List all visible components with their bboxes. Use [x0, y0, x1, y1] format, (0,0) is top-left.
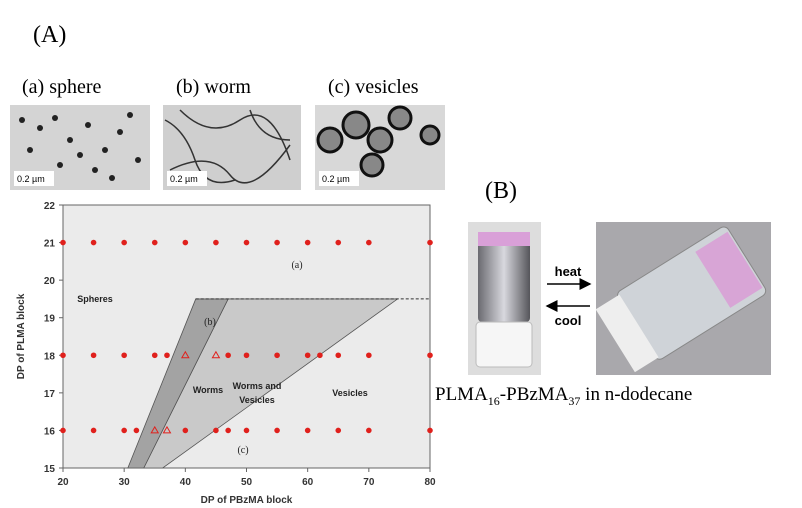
scale-bar: 0.2 µm	[17, 174, 45, 184]
data-point	[182, 239, 189, 246]
data-point	[366, 427, 372, 434]
scale-bar: 0.2 µm	[322, 174, 350, 184]
caption-part: -PBzMA	[500, 384, 569, 405]
y-tick-label: 15	[44, 464, 56, 475]
data-point	[366, 352, 372, 359]
data-point	[211, 350, 221, 359]
data-point	[274, 352, 280, 359]
y-tick-label: 19	[44, 314, 56, 325]
y-axis-label: DP of PLMA block	[16, 293, 27, 379]
data-point	[427, 427, 433, 434]
panel-label: (B)	[485, 178, 517, 204]
data-point	[213, 427, 219, 434]
data-point	[182, 427, 189, 434]
vial-photo	[595, 222, 771, 375]
y-tick-label: 18	[44, 351, 56, 362]
data-point	[304, 239, 311, 246]
phase-diagram: 20 30 40 50 60 70 80 15 16 17 18 19 20 21 22 DP of PBzM…	[16, 201, 436, 506]
panel-label: (A)	[33, 22, 66, 48]
tem-image	[163, 65, 301, 190]
y-tick-label: 17	[44, 389, 56, 400]
data-point	[121, 352, 127, 359]
data-point	[335, 427, 342, 434]
annotation: Worms and	[233, 381, 282, 391]
annotation: (b)	[204, 317, 216, 328]
data-point	[150, 425, 160, 434]
y-tick-label: 20	[44, 276, 56, 287]
arrow-label: heat	[555, 264, 582, 279]
annotation: (a)	[291, 260, 302, 271]
data-point	[274, 427, 280, 434]
data-point	[335, 239, 342, 246]
data-point	[213, 239, 219, 246]
data-point	[60, 239, 66, 246]
data-point	[180, 350, 190, 359]
data-point	[243, 352, 250, 359]
vial-photo	[468, 222, 541, 375]
data-point	[317, 352, 323, 359]
scale-bar: 0.2 µm	[170, 174, 198, 184]
arrow-label: cool	[555, 313, 582, 328]
data-point	[162, 425, 172, 434]
data-point	[304, 352, 311, 359]
annotation: Spheres	[77, 294, 113, 304]
data-point	[427, 239, 433, 246]
annotation: Worms	[193, 385, 223, 395]
x-tick-label: 60	[302, 477, 314, 488]
data-point	[164, 352, 170, 359]
caption-part: 16	[488, 394, 500, 408]
x-tick-label: 20	[57, 477, 69, 488]
data-point	[151, 352, 158, 359]
data-point	[366, 239, 372, 246]
data-point	[133, 427, 140, 434]
x-tick-label: 80	[424, 477, 436, 488]
data-point	[427, 352, 433, 359]
data-point	[151, 239, 158, 246]
annotation: (c)	[237, 445, 248, 456]
caption-part: 37	[568, 394, 580, 408]
caption-part: PLMA	[435, 384, 488, 405]
caption: PLMA16-PBzMA37 in n-dodecane	[435, 384, 692, 408]
caption-part: in n-dodecane	[580, 384, 692, 405]
data-point	[225, 352, 231, 359]
data-point	[225, 427, 231, 434]
data-point	[60, 427, 66, 434]
data-point	[243, 427, 250, 434]
image-label: (a) sphere	[22, 76, 102, 98]
tem-image	[10, 65, 150, 190]
x-tick-label: 50	[241, 477, 253, 488]
x-tick-label: 40	[180, 477, 192, 488]
image-label: (b) worm	[176, 76, 251, 98]
annotation: Vesicles	[332, 388, 368, 398]
data-point	[60, 352, 66, 359]
x-tick-label: 30	[119, 477, 131, 488]
data-point	[304, 427, 311, 434]
image-label: (c) vesicles	[328, 76, 419, 98]
x-tick-label: 70	[363, 477, 375, 488]
data-point	[121, 239, 127, 246]
y-tick-label: 21	[44, 239, 56, 250]
y-tick-label: 16	[44, 426, 56, 437]
data-point	[90, 352, 97, 359]
y-tick-label: 22	[44, 201, 56, 212]
tem-image	[315, 65, 445, 190]
annotation: Vesicles	[239, 395, 275, 405]
data-point	[274, 239, 280, 246]
data-point	[90, 427, 97, 434]
data-point	[243, 239, 250, 246]
data-point	[335, 352, 342, 359]
x-axis-label: DP of PBzMA block	[201, 495, 293, 506]
data-point	[121, 427, 127, 434]
data-point	[90, 239, 97, 246]
